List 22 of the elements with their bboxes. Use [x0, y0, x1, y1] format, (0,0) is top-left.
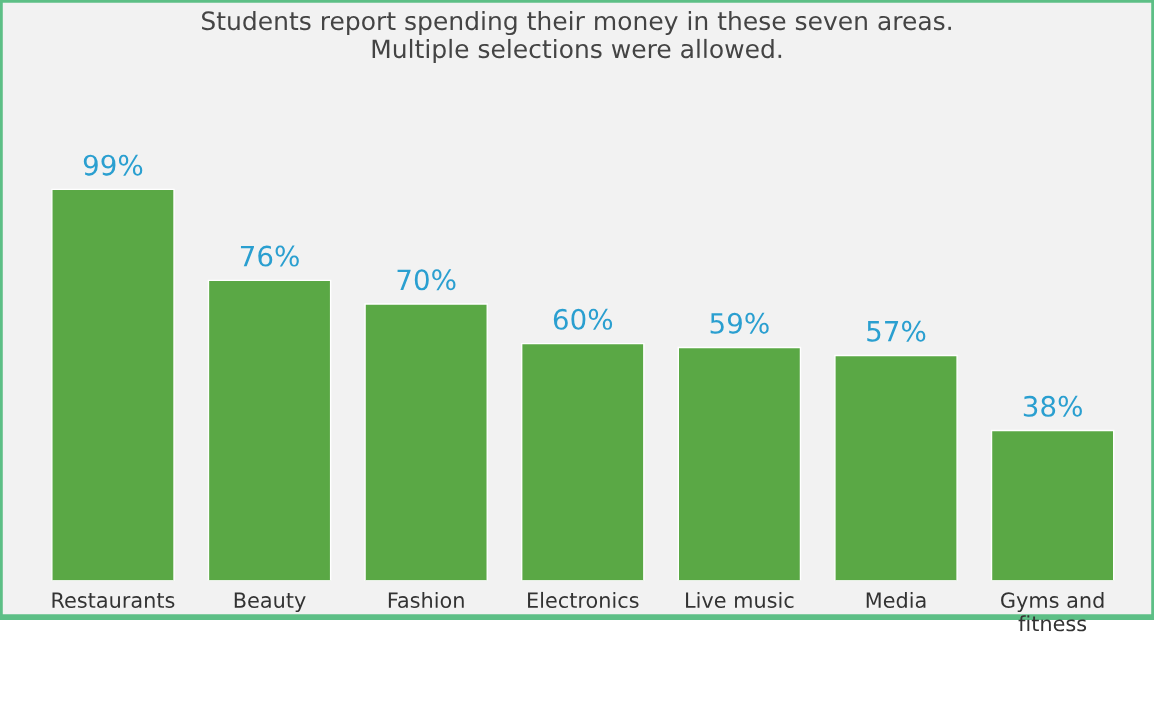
- x-tick-label: Live music: [686, 591, 794, 609]
- data-label: 70%: [397, 269, 456, 291]
- data-label: 60%: [553, 308, 613, 330]
- x-tick-label: Electronics: [528, 591, 639, 609]
- bar: [677, 346, 802, 581]
- data-label: 59%: [710, 312, 769, 334]
- bar: [51, 188, 175, 581]
- x-tick-label: Gyms and fitness: [1001, 591, 1104, 632]
- data-label: 57%: [867, 320, 926, 342]
- x-tick-label: Fashion: [388, 591, 464, 609]
- bar: [520, 342, 645, 581]
- bar: [990, 429, 1115, 581]
- data-label: 38%: [1023, 395, 1082, 417]
- data-label: 99%: [83, 154, 143, 176]
- bar: [834, 354, 958, 581]
- x-tick-label: Media: [866, 591, 926, 609]
- x-tick-label: Beauty: [234, 592, 306, 613]
- bar: [364, 303, 488, 581]
- bar: [207, 279, 332, 581]
- x-tick-label: Restaurants: [52, 592, 175, 609]
- chart-title: Students report spending their money in these seven areas. Multiple selections were allowed.: [202, 10, 951, 64]
- data-label: 76%: [240, 245, 299, 267]
